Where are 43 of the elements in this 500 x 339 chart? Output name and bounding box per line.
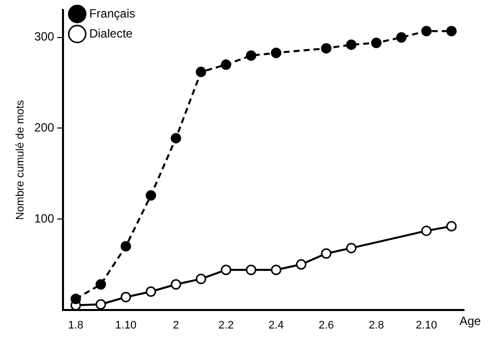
- point: [146, 190, 156, 201]
- point: [396, 32, 407, 43]
- point: [320, 43, 332, 54]
- x-tick-label: 1.10: [115, 319, 137, 332]
- point: [96, 279, 106, 290]
- y-tick-label: 100: [34, 211, 55, 226]
- x-tick-label: 2.10: [416, 319, 438, 332]
- point: [196, 274, 206, 284]
- x-tick-label: 1.8: [68, 319, 84, 332]
- point: [220, 59, 232, 70]
- x-tick-label: 2: [172, 319, 180, 332]
- point: [446, 26, 457, 36]
- y-tick-label: 300: [34, 30, 55, 44]
- point: [170, 132, 182, 144]
- legend-label: Dialecte: [89, 26, 133, 40]
- y-tick-label: 200: [34, 120, 55, 135]
- point: [246, 264, 256, 276]
- point: [320, 248, 332, 259]
- x-tick-label: 2.6: [318, 319, 334, 332]
- point: [120, 241, 132, 252]
- x-tick-label: 2.4: [268, 319, 284, 332]
- point: [421, 26, 432, 36]
- x-axis-title: Age: [459, 314, 482, 328]
- point: [246, 50, 256, 61]
- point: [421, 226, 432, 236]
- x-tick-label: 2.2: [218, 319, 234, 332]
- point: [446, 221, 457, 232]
- point: [270, 264, 282, 276]
- point: [270, 48, 282, 58]
- point: [346, 39, 357, 50]
- point: [346, 242, 357, 254]
- point: [146, 286, 156, 297]
- point: [296, 259, 306, 270]
- legend-label: Français: [89, 6, 136, 20]
- point: [196, 66, 206, 78]
- point: [170, 279, 182, 290]
- point: [96, 299, 106, 310]
- point: [220, 264, 232, 276]
- x-tick-label: 2.8: [368, 319, 384, 332]
- y-axis-title: Nombre cumulé de mots: [14, 100, 27, 220]
- point: [120, 292, 132, 302]
- point: [70, 294, 81, 304]
- point: [371, 38, 382, 48]
